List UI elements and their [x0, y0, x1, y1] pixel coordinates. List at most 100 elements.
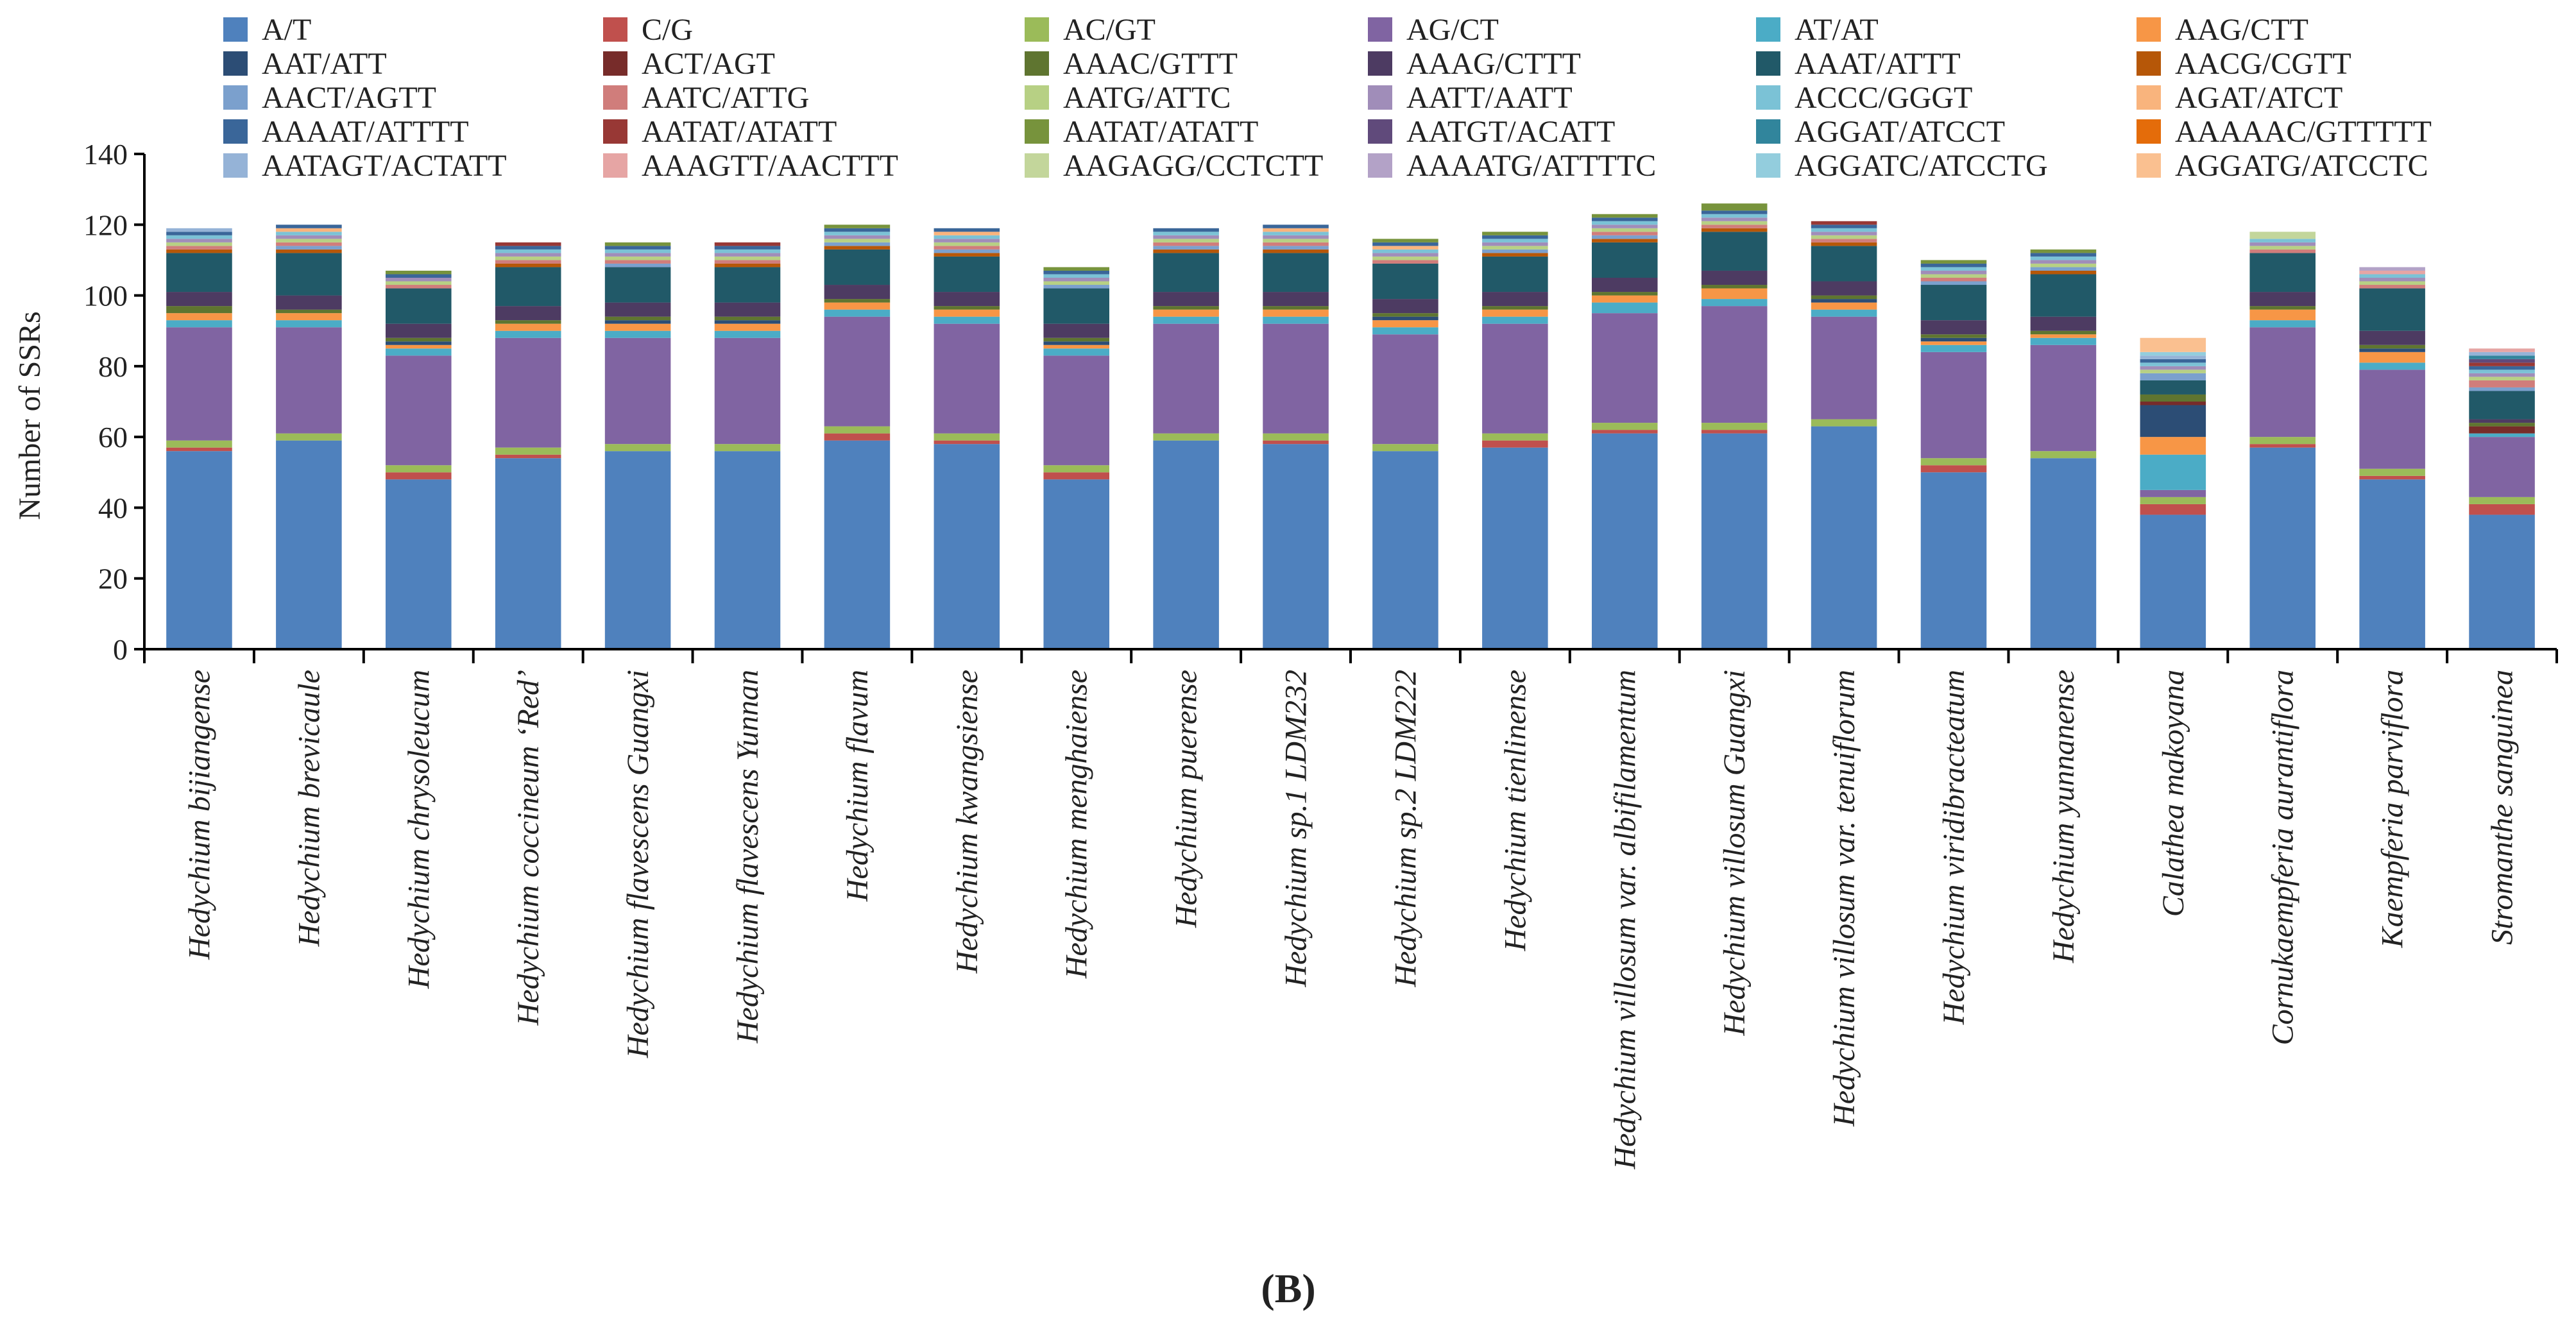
bar-segment-7-aatg-attc-14 — [824, 239, 891, 242]
bar-segment-12-aatg-attc-14 — [1372, 256, 1438, 260]
bar-segment-6-aatt-aatt-15 — [714, 253, 781, 257]
bar-segment-16-at-at-4 — [1811, 309, 1877, 317]
bar-segment-2-aaag-cttt-9 — [276, 295, 342, 310]
bar-segment-10-aaaat-atttt-18 — [1153, 228, 1219, 232]
bar-segment-9-aaaat-atttt-18 — [1043, 270, 1109, 275]
bar-segment-2-aaac-gttt-8 — [276, 309, 342, 314]
bar-segment-21-at-at-4 — [2359, 362, 2425, 370]
bar-segment-13-aact-agtt-12 — [1482, 249, 1548, 253]
legend-label-5: AAG/CTT — [2175, 13, 2308, 47]
bar-segment-5-aatg-attc-14 — [604, 256, 671, 260]
bar-segment-19-aaac-gttt-8 — [2140, 394, 2206, 402]
bar-segment-3-aaac-gttt-8 — [386, 337, 452, 342]
bar-segment-4-at-at-4 — [495, 330, 561, 338]
bar-segment-5-ag-ct-3 — [604, 337, 671, 445]
bar-segment-14-ag-ct-3 — [1592, 313, 1658, 423]
bar-segment-6-aacg-cgtt-11 — [714, 263, 781, 267]
bar-segment-18-aaag-cttt-9 — [2030, 316, 2097, 331]
bar-segment-14-aag-ctt-5 — [1592, 295, 1658, 303]
bar-segment-18-accc-gggt-16 — [2030, 256, 2097, 260]
legend-swatch-4 — [1756, 17, 1780, 42]
legend-label-24: AATAGT/ACTATT — [262, 149, 507, 183]
legend-swatch-18 — [223, 119, 248, 144]
y-tick-label-20: 20 — [98, 563, 128, 595]
legend-swatch-29 — [2137, 153, 2161, 178]
bar-segment-22-c-g-1 — [2469, 504, 2535, 515]
bar-segment-21-c-g-1 — [2359, 475, 2425, 480]
bar-segment-5-aat-att-6 — [604, 320, 671, 324]
bar-segment-5-aatat-atatt-20 — [604, 242, 671, 246]
bar-segment-11-aaaat-atttt-18 — [1263, 225, 1329, 228]
legend-swatch-28 — [1756, 153, 1780, 178]
bar-segment-13-aaag-cttt-9 — [1482, 292, 1548, 307]
bar-segment-19-aat-att-6 — [2140, 405, 2206, 437]
bar-segment-2-at-at-4 — [276, 320, 342, 328]
x-category-label-11: Hedychium sp.1 LDM232 — [1279, 670, 1313, 988]
bar-segment-16-aacg-cgtt-11 — [1811, 242, 1877, 246]
bar-segment-18-aaac-gttt-8 — [2030, 330, 2097, 335]
bar-segment-19-at-at-4 — [2140, 454, 2206, 490]
bar-segment-4-a-t-0 — [495, 458, 561, 649]
bar-segment-16-aaaat-atttt-18 — [1811, 225, 1877, 228]
x-category-label-17: Hedychium viridibracteatum — [1937, 670, 1971, 1025]
bar-segment-15-at-at-4 — [1701, 299, 1768, 307]
bar-segment-21-ac-gt-2 — [2359, 468, 2425, 476]
bar-segment-6-aatc-attg-13 — [714, 260, 781, 264]
bar-segment-20-at-at-4 — [2249, 320, 2316, 328]
bar-segment-2-ac-gt-2 — [276, 433, 342, 441]
bar-segment-22-aatt-aatt-15 — [2469, 373, 2535, 377]
bar-segment-19-aag-ctt-5 — [2140, 437, 2206, 455]
bar-segment-12-at-at-4 — [1372, 327, 1438, 335]
bar-segment-21-aatg-attc-14 — [2359, 281, 2425, 285]
bar-segment-21-aaat-attt-10 — [2359, 288, 2425, 331]
x-category-label-12: Hedychium sp.2 LDM222 — [1389, 670, 1423, 988]
bar-segment-1-aatg-attc-14 — [166, 242, 232, 246]
bar-segment-4-aatc-attg-13 — [495, 260, 561, 264]
bar-segment-13-aatat-atatt-20 — [1482, 232, 1548, 235]
bar-segment-14-aatat-atatt-20 — [1592, 214, 1658, 218]
bar-segment-20-aatc-attg-13 — [2249, 249, 2316, 253]
bar-segment-19-aggatc-atcctg-28 — [2140, 352, 2206, 356]
bar-segment-1-aacg-cgtt-11 — [166, 249, 232, 253]
y-tick-label-120: 120 — [83, 208, 128, 241]
bar-segment-2-accc-gggt-16 — [276, 232, 342, 235]
bar-segment-5-aact-agtt-12 — [604, 263, 671, 267]
bar-segment-16-aaag-cttt-9 — [1811, 281, 1877, 296]
bar-segment-13-a-t-0 — [1482, 447, 1548, 649]
legend-label-27: AAAATG/ATTTTC — [1406, 149, 1656, 183]
legend-swatch-14 — [1025, 85, 1049, 110]
bar-segment-6-aaag-cttt-9 — [714, 302, 781, 317]
bar-segment-5-aaac-gttt-8 — [604, 316, 671, 321]
bar-segment-4-aaaat-atttt-18 — [495, 246, 561, 250]
bar-segment-17-ag-ct-3 — [1920, 352, 1987, 459]
bar-segment-10-aatg-attc-14 — [1153, 239, 1219, 242]
bar-segment-11-aatc-attg-13 — [1263, 242, 1329, 246]
bar-segment-11-aaag-cttt-9 — [1263, 292, 1329, 307]
bar-segment-10-aaag-cttt-9 — [1153, 292, 1219, 307]
bar-segment-3-ac-gt-2 — [386, 465, 452, 473]
legend-swatch-12 — [223, 85, 248, 110]
bar-segment-11-at-at-4 — [1263, 316, 1329, 324]
bar-segment-19-aaat-attt-10 — [2140, 380, 2206, 395]
bar-segment-21-ag-ct-3 — [2359, 369, 2425, 469]
bar-segment-3-aaag-cttt-9 — [386, 323, 452, 338]
legend-swatch-2 — [1025, 17, 1049, 42]
bar-segment-3-a-t-0 — [386, 479, 452, 649]
bar-segment-20-accc-gggt-16 — [2249, 239, 2316, 242]
bar-segment-18-ac-gt-2 — [2030, 451, 2097, 459]
legend-label-28: AGGATC/ATCCTG — [1795, 149, 2048, 183]
bar-segment-9-a-t-0 — [1043, 479, 1109, 649]
x-category-label-18: Hedychium yunnanense — [2047, 670, 2081, 964]
bar-segment-17-aag-ctt-5 — [1920, 341, 1987, 345]
bar-segment-22-ag-ct-3 — [2469, 437, 2535, 497]
bar-segment-10-accc-gggt-16 — [1153, 232, 1219, 235]
bar-segment-6-a-t-0 — [714, 451, 781, 649]
bar-segment-10-aaac-gttt-8 — [1153, 306, 1219, 310]
bar-segment-22-at-at-4 — [2469, 433, 2535, 437]
bar-segment-14-a-t-0 — [1592, 433, 1658, 649]
bar-segment-9-aaat-attt-10 — [1043, 288, 1109, 324]
bar-segment-8-aag-ctt-5 — [934, 309, 1000, 317]
bar-segment-2-aacg-cgtt-11 — [276, 249, 342, 253]
legend-swatch-22 — [1756, 119, 1780, 144]
legend-label-23: AAAAAC/GTTTTT — [2175, 115, 2432, 149]
